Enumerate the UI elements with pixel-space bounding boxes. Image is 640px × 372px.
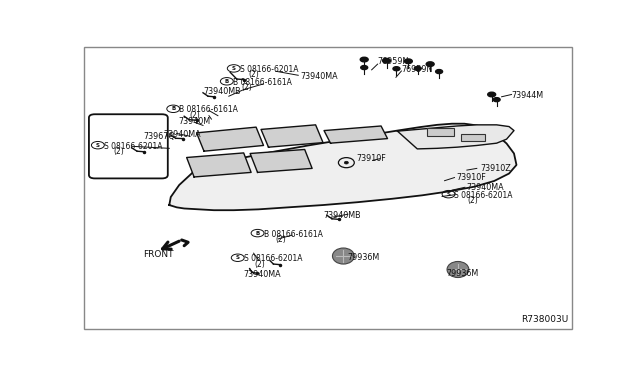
Text: 76959N: 76959N	[401, 65, 433, 74]
Text: B: B	[255, 231, 260, 235]
Text: 79936M: 79936M	[446, 269, 478, 278]
Text: S 08166-6201A: S 08166-6201A	[454, 191, 513, 200]
Circle shape	[436, 70, 443, 74]
Polygon shape	[397, 125, 514, 149]
Circle shape	[360, 57, 368, 62]
Text: 73940MB: 73940MB	[323, 211, 361, 220]
Text: S: S	[447, 192, 451, 197]
Text: (2): (2)	[114, 147, 124, 156]
Text: B: B	[171, 106, 175, 111]
Bar	[461, 134, 484, 141]
Circle shape	[404, 59, 412, 64]
Polygon shape	[187, 153, 251, 177]
Polygon shape	[324, 126, 388, 143]
Text: 73910F: 73910F	[356, 154, 387, 163]
Text: 73910F: 73910F	[456, 173, 486, 182]
Text: B 08166-6161A: B 08166-6161A	[179, 105, 238, 115]
Circle shape	[383, 58, 390, 63]
Circle shape	[493, 97, 500, 102]
Circle shape	[393, 67, 400, 71]
Text: 73940MA: 73940MA	[301, 72, 339, 81]
Text: B: B	[225, 79, 229, 84]
Text: (2): (2)	[275, 235, 285, 244]
Ellipse shape	[447, 262, 469, 278]
Text: R738003U: R738003U	[522, 315, 569, 324]
Text: 73940MA: 73940MA	[244, 270, 282, 279]
Bar	[428, 128, 454, 136]
Text: S 08166-6201A: S 08166-6201A	[240, 65, 298, 74]
Text: 73940M: 73940M	[178, 118, 211, 126]
Text: S: S	[96, 143, 100, 148]
Circle shape	[488, 92, 495, 97]
Text: 73940MB: 73940MB	[203, 87, 241, 96]
Text: S 08166-6201A: S 08166-6201A	[104, 142, 163, 151]
Text: (2): (2)	[189, 110, 200, 120]
Text: (2): (2)	[255, 260, 266, 269]
Text: (2): (2)	[241, 83, 252, 92]
Polygon shape	[250, 150, 312, 172]
Text: 73940MA: 73940MA	[163, 129, 201, 138]
Polygon shape	[261, 125, 323, 147]
Text: B 08166-6161A: B 08166-6161A	[264, 230, 323, 239]
Text: S 08166-6201A: S 08166-6201A	[244, 254, 302, 263]
Text: 76959N: 76959N	[378, 57, 409, 66]
Text: FRONT: FRONT	[143, 250, 173, 259]
Text: 73944M: 73944M	[511, 90, 543, 100]
Ellipse shape	[344, 161, 348, 164]
Text: 79936M: 79936M	[348, 253, 380, 262]
Ellipse shape	[332, 248, 355, 264]
Text: (2): (2)	[249, 70, 259, 79]
Text: S: S	[232, 66, 236, 71]
Circle shape	[414, 67, 421, 70]
Text: 73967Q: 73967Q	[143, 132, 175, 141]
Text: B 08166-6161A: B 08166-6161A	[233, 78, 292, 87]
Circle shape	[361, 65, 367, 70]
Text: (2): (2)	[467, 196, 477, 205]
Text: S: S	[236, 255, 240, 260]
Polygon shape	[169, 124, 516, 210]
Text: 73910Z: 73910Z	[481, 164, 511, 173]
Text: 73940MA: 73940MA	[466, 183, 504, 192]
Circle shape	[426, 62, 434, 67]
Polygon shape	[196, 127, 264, 151]
